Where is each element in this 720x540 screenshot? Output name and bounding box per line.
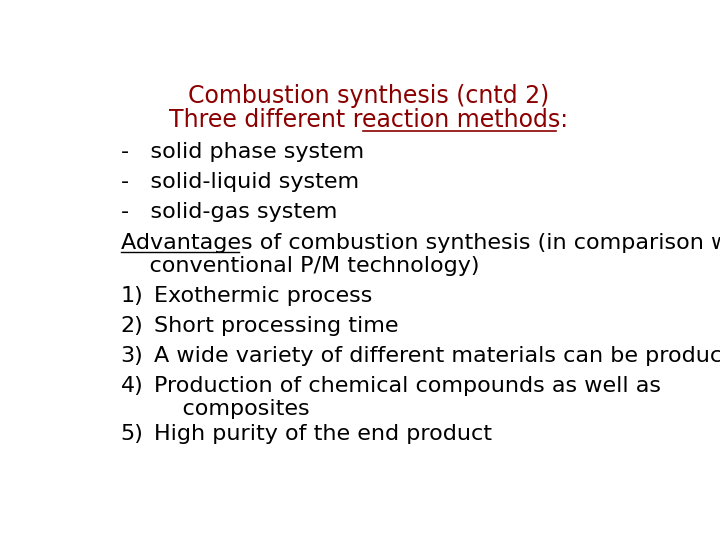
Text: Combustion synthesis (cntd 2): Combustion synthesis (cntd 2) <box>189 84 549 107</box>
Text: -   solid-gas system: - solid-gas system <box>121 202 337 222</box>
Text: Exothermic process: Exothermic process <box>154 286 372 306</box>
Text: -   solid phase system: - solid phase system <box>121 141 364 161</box>
Text: 5): 5) <box>121 424 143 444</box>
Text: Advantages of combustion synthesis (in comparison with
    conventional P/M tech: Advantages of combustion synthesis (in c… <box>121 233 720 276</box>
Text: High purity of the end product: High purity of the end product <box>154 424 492 444</box>
Text: 3): 3) <box>121 346 143 366</box>
Text: 2): 2) <box>121 316 143 336</box>
Text: Short processing time: Short processing time <box>154 316 399 336</box>
Text: -   solid-liquid system: - solid-liquid system <box>121 172 359 192</box>
Text: Three different reaction methods:: Three different reaction methods: <box>169 109 569 132</box>
Text: 4): 4) <box>121 376 143 396</box>
Text: A wide variety of different materials can be produced: A wide variety of different materials ca… <box>154 346 720 366</box>
Text: Production of chemical compounds as well as
    composites: Production of chemical compounds as well… <box>154 376 661 419</box>
Text: 1): 1) <box>121 286 143 306</box>
